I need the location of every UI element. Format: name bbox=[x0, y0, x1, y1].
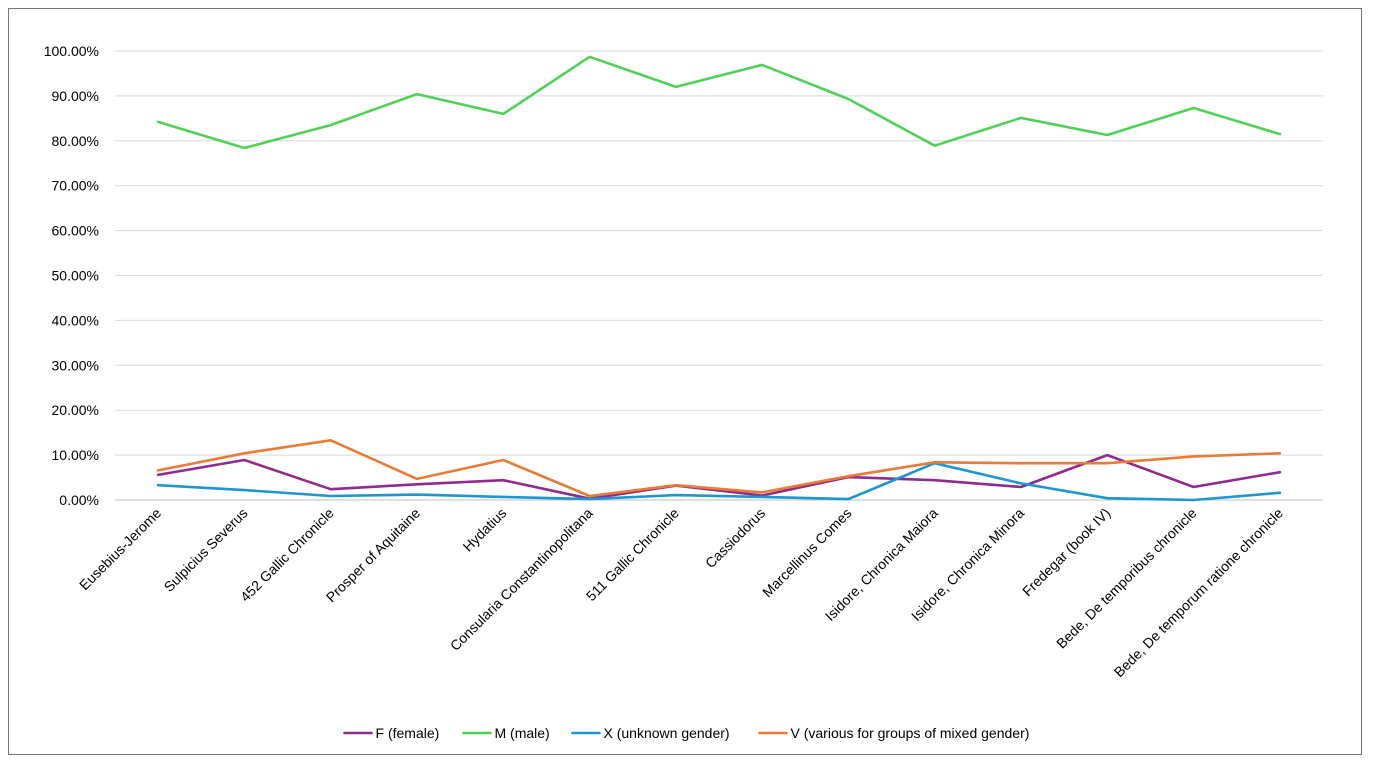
x-tick-label: Fredegar (book IV) bbox=[1019, 505, 1113, 599]
series-line-2 bbox=[156, 461, 1282, 502]
y-tick-label: 30.00% bbox=[52, 357, 99, 373]
x-tick-label: Bede, De temporibus chronicle bbox=[1053, 505, 1200, 652]
x-tick-label: Consularia Constantinopolitana bbox=[447, 505, 596, 654]
x-tick-label: 452 Gallic Chronicle bbox=[237, 505, 337, 605]
y-tick-label: 100.00% bbox=[44, 43, 99, 59]
x-tick-label: Sulpicius Severus bbox=[161, 505, 251, 595]
line-chart: 0.00% 10.00% 20.00% 30.00% 40.00% 50.00% 60.00… bbox=[44, 43, 1323, 741]
y-tick-label: 50.00% bbox=[52, 268, 99, 284]
series-line-1 bbox=[156, 55, 1282, 150]
x-tick-label: 511 Gallic Chronicle bbox=[583, 505, 682, 604]
legend-label: V (various for groups of mixed gender) bbox=[791, 725, 1030, 741]
x-tick-label: Eusebius-Jerome bbox=[76, 505, 164, 593]
y-tick-label: 10.00% bbox=[52, 447, 99, 463]
legend: F (female) M (male) X (unknown gender) V (v… bbox=[343, 725, 1030, 741]
legend-label: X (unknown gender) bbox=[604, 725, 730, 741]
y-tick-label: 80.00% bbox=[52, 133, 99, 149]
chart-frame: 0.00% 10.00% 20.00% 30.00% 40.00% 50.00% 60.00… bbox=[8, 8, 1362, 755]
y-tick-label: 90.00% bbox=[52, 88, 99, 104]
gridlines bbox=[115, 50, 1323, 501]
legend-label: F (female) bbox=[376, 725, 440, 741]
x-tick-label: Marcellinus Comes bbox=[759, 505, 854, 600]
x-tick-label: Bede, De temporum ratione chronicle bbox=[1111, 505, 1286, 680]
y-tick-label: 70.00% bbox=[52, 178, 99, 194]
y-axis-tick-labels: 0.00% 10.00% 20.00% 30.00% 40.00% 50.00% 60.00… bbox=[44, 43, 99, 508]
y-tick-label: 20.00% bbox=[52, 402, 99, 418]
series-line-0 bbox=[156, 453, 1282, 501]
y-tick-label: 60.00% bbox=[52, 223, 99, 239]
x-tick-label: Cassiodorus bbox=[702, 505, 768, 571]
series-line-3 bbox=[156, 438, 1282, 498]
y-tick-label: 40.00% bbox=[52, 312, 99, 328]
legend-label: M (male) bbox=[495, 725, 550, 741]
x-tick-label: Hydatius bbox=[460, 505, 510, 555]
series-lines bbox=[156, 55, 1282, 502]
x-tick-label: Prosper of Aquitaine bbox=[323, 505, 424, 606]
y-tick-label: 0.00% bbox=[59, 492, 99, 508]
